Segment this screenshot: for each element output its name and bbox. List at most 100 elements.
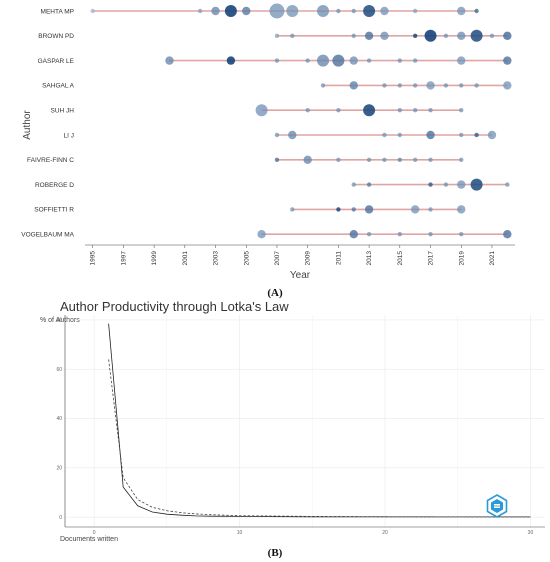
author-year-bubble <box>459 108 464 113</box>
author-year-bubble <box>349 56 358 65</box>
lotka-gridlines <box>65 315 545 527</box>
author-year-bubble <box>366 182 372 187</box>
author-year-bubble <box>503 81 512 90</box>
author-year-bubble <box>457 205 466 214</box>
lotka-x-tick-labels: 0 10 20 30 <box>93 530 534 536</box>
lotka-x-axis-title: Documents written <box>60 536 118 543</box>
author-year-bubble <box>336 108 341 113</box>
lotka-y-tick-label: 40 <box>56 416 62 422</box>
year-tick-label: 1997 <box>120 251 127 266</box>
author-year-bubble <box>317 54 330 67</box>
author-year-bubble <box>255 104 268 117</box>
author-year-bubble <box>274 157 280 162</box>
author-axis-title: Author <box>22 110 33 140</box>
author-year-bubble <box>470 29 483 42</box>
author-year-bubble <box>474 8 479 14</box>
author-year-bubble <box>457 180 466 189</box>
year-tick-label: 2009 <box>305 251 312 266</box>
author-label: SUH JH <box>51 108 75 115</box>
author-year-bubble <box>382 132 387 138</box>
year-tick-label: 2007 <box>274 251 281 266</box>
author-year-bubble <box>457 6 466 16</box>
lotka-chart-title: Author Productivity through Lotka's Law <box>60 299 289 314</box>
year-tick-label: 2021 <box>489 251 496 266</box>
author-year-bubble <box>363 5 376 17</box>
author-year-bubble <box>412 33 418 38</box>
author-year-bubble <box>224 5 237 17</box>
lotka-observed-line <box>108 323 531 518</box>
author-year-bubble <box>380 31 389 40</box>
year-axis-title: Year <box>290 270 311 281</box>
author-year-bubble <box>474 83 479 88</box>
author-year-bubble <box>290 207 295 212</box>
year-tick-label: 1999 <box>151 251 158 266</box>
year-tick-label: 2005 <box>243 251 250 266</box>
author-year-bubble <box>426 130 435 140</box>
author-year-bubble <box>197 8 203 14</box>
author-yearly-bubbles <box>90 3 512 239</box>
year-tick-label: 2019 <box>458 251 465 266</box>
lotka-y-tick-label: 80 <box>56 318 62 324</box>
author-year-bubble <box>443 33 449 38</box>
author-year-bubble <box>397 83 403 88</box>
author-label: ROBERGE D <box>35 182 74 189</box>
lotka-x-tick-label: 20 <box>382 530 388 536</box>
author-year-bubble <box>505 182 510 187</box>
author-year-bubble <box>428 157 433 162</box>
author-year-bubble <box>428 207 433 212</box>
author-year-bubble <box>426 81 435 90</box>
author-year-bubble <box>332 54 345 67</box>
author-year-bubble <box>397 58 403 63</box>
author-year-bubble <box>349 81 358 90</box>
logo-badge-icon <box>486 494 508 518</box>
author-year-bubble <box>336 8 341 14</box>
lotka-law-chart: Author Productivity through Lotka's Law … <box>40 299 545 543</box>
author-year-bubble <box>317 5 330 17</box>
year-tick-label: 2015 <box>397 251 404 266</box>
author-label: LI J <box>64 132 74 139</box>
author-year-bubble <box>428 182 433 187</box>
author-year-bubble <box>503 56 512 65</box>
year-tick-label: 2001 <box>182 251 189 266</box>
author-label: GASPAR LE <box>38 58 75 65</box>
lotka-theoretical-line <box>108 359 531 518</box>
year-tick-label: 2017 <box>428 251 435 266</box>
author-year-bubble <box>349 230 358 239</box>
author-year-bubble <box>269 3 285 19</box>
author-year-bubble <box>211 6 220 16</box>
author-year-bubble <box>487 130 497 140</box>
author-year-bubble <box>351 207 356 212</box>
author-year-bubble <box>459 132 464 138</box>
lotka-x-tick-label: 10 <box>237 530 243 536</box>
author-active-ranges <box>92 10 508 235</box>
lotka-y-tick-label: 60 <box>56 367 62 373</box>
author-year-bubble <box>412 8 418 14</box>
author-year-bubble <box>364 205 374 214</box>
author-year-bubble <box>470 178 483 191</box>
author-production-over-time-chart: MEHTA MP BROWN PD GASPAR LE SAHGAL A SUH JH L… <box>21 3 515 281</box>
author-year-bubble <box>290 33 295 38</box>
author-label: BROWN PD <box>38 33 74 40</box>
author-year-bubble <box>336 207 341 212</box>
author-year-bubble <box>412 108 418 113</box>
year-tick-label: 1995 <box>90 251 97 266</box>
author-year-bubble <box>320 83 326 88</box>
lotka-y-axis-title: % of Authors <box>40 317 80 324</box>
author-year-bubble <box>410 205 420 214</box>
author-year-bubble <box>351 8 356 14</box>
author-year-bubble <box>286 5 299 17</box>
author-year-bubble <box>489 33 495 38</box>
author-year-bubble <box>397 108 403 113</box>
author-year-bubble <box>412 58 418 63</box>
author-year-bubble <box>503 31 512 40</box>
author-year-bubble <box>274 58 280 63</box>
author-year-bubble <box>457 56 466 65</box>
author-year-bubble <box>274 132 280 138</box>
author-year-bubble <box>226 56 236 65</box>
lotka-y-tick-label: 0 <box>59 515 62 521</box>
panel-b-label: (B) <box>268 547 283 559</box>
author-year-bubble <box>257 230 266 239</box>
author-year-bubble <box>397 232 403 237</box>
author-year-bubble <box>428 232 433 237</box>
